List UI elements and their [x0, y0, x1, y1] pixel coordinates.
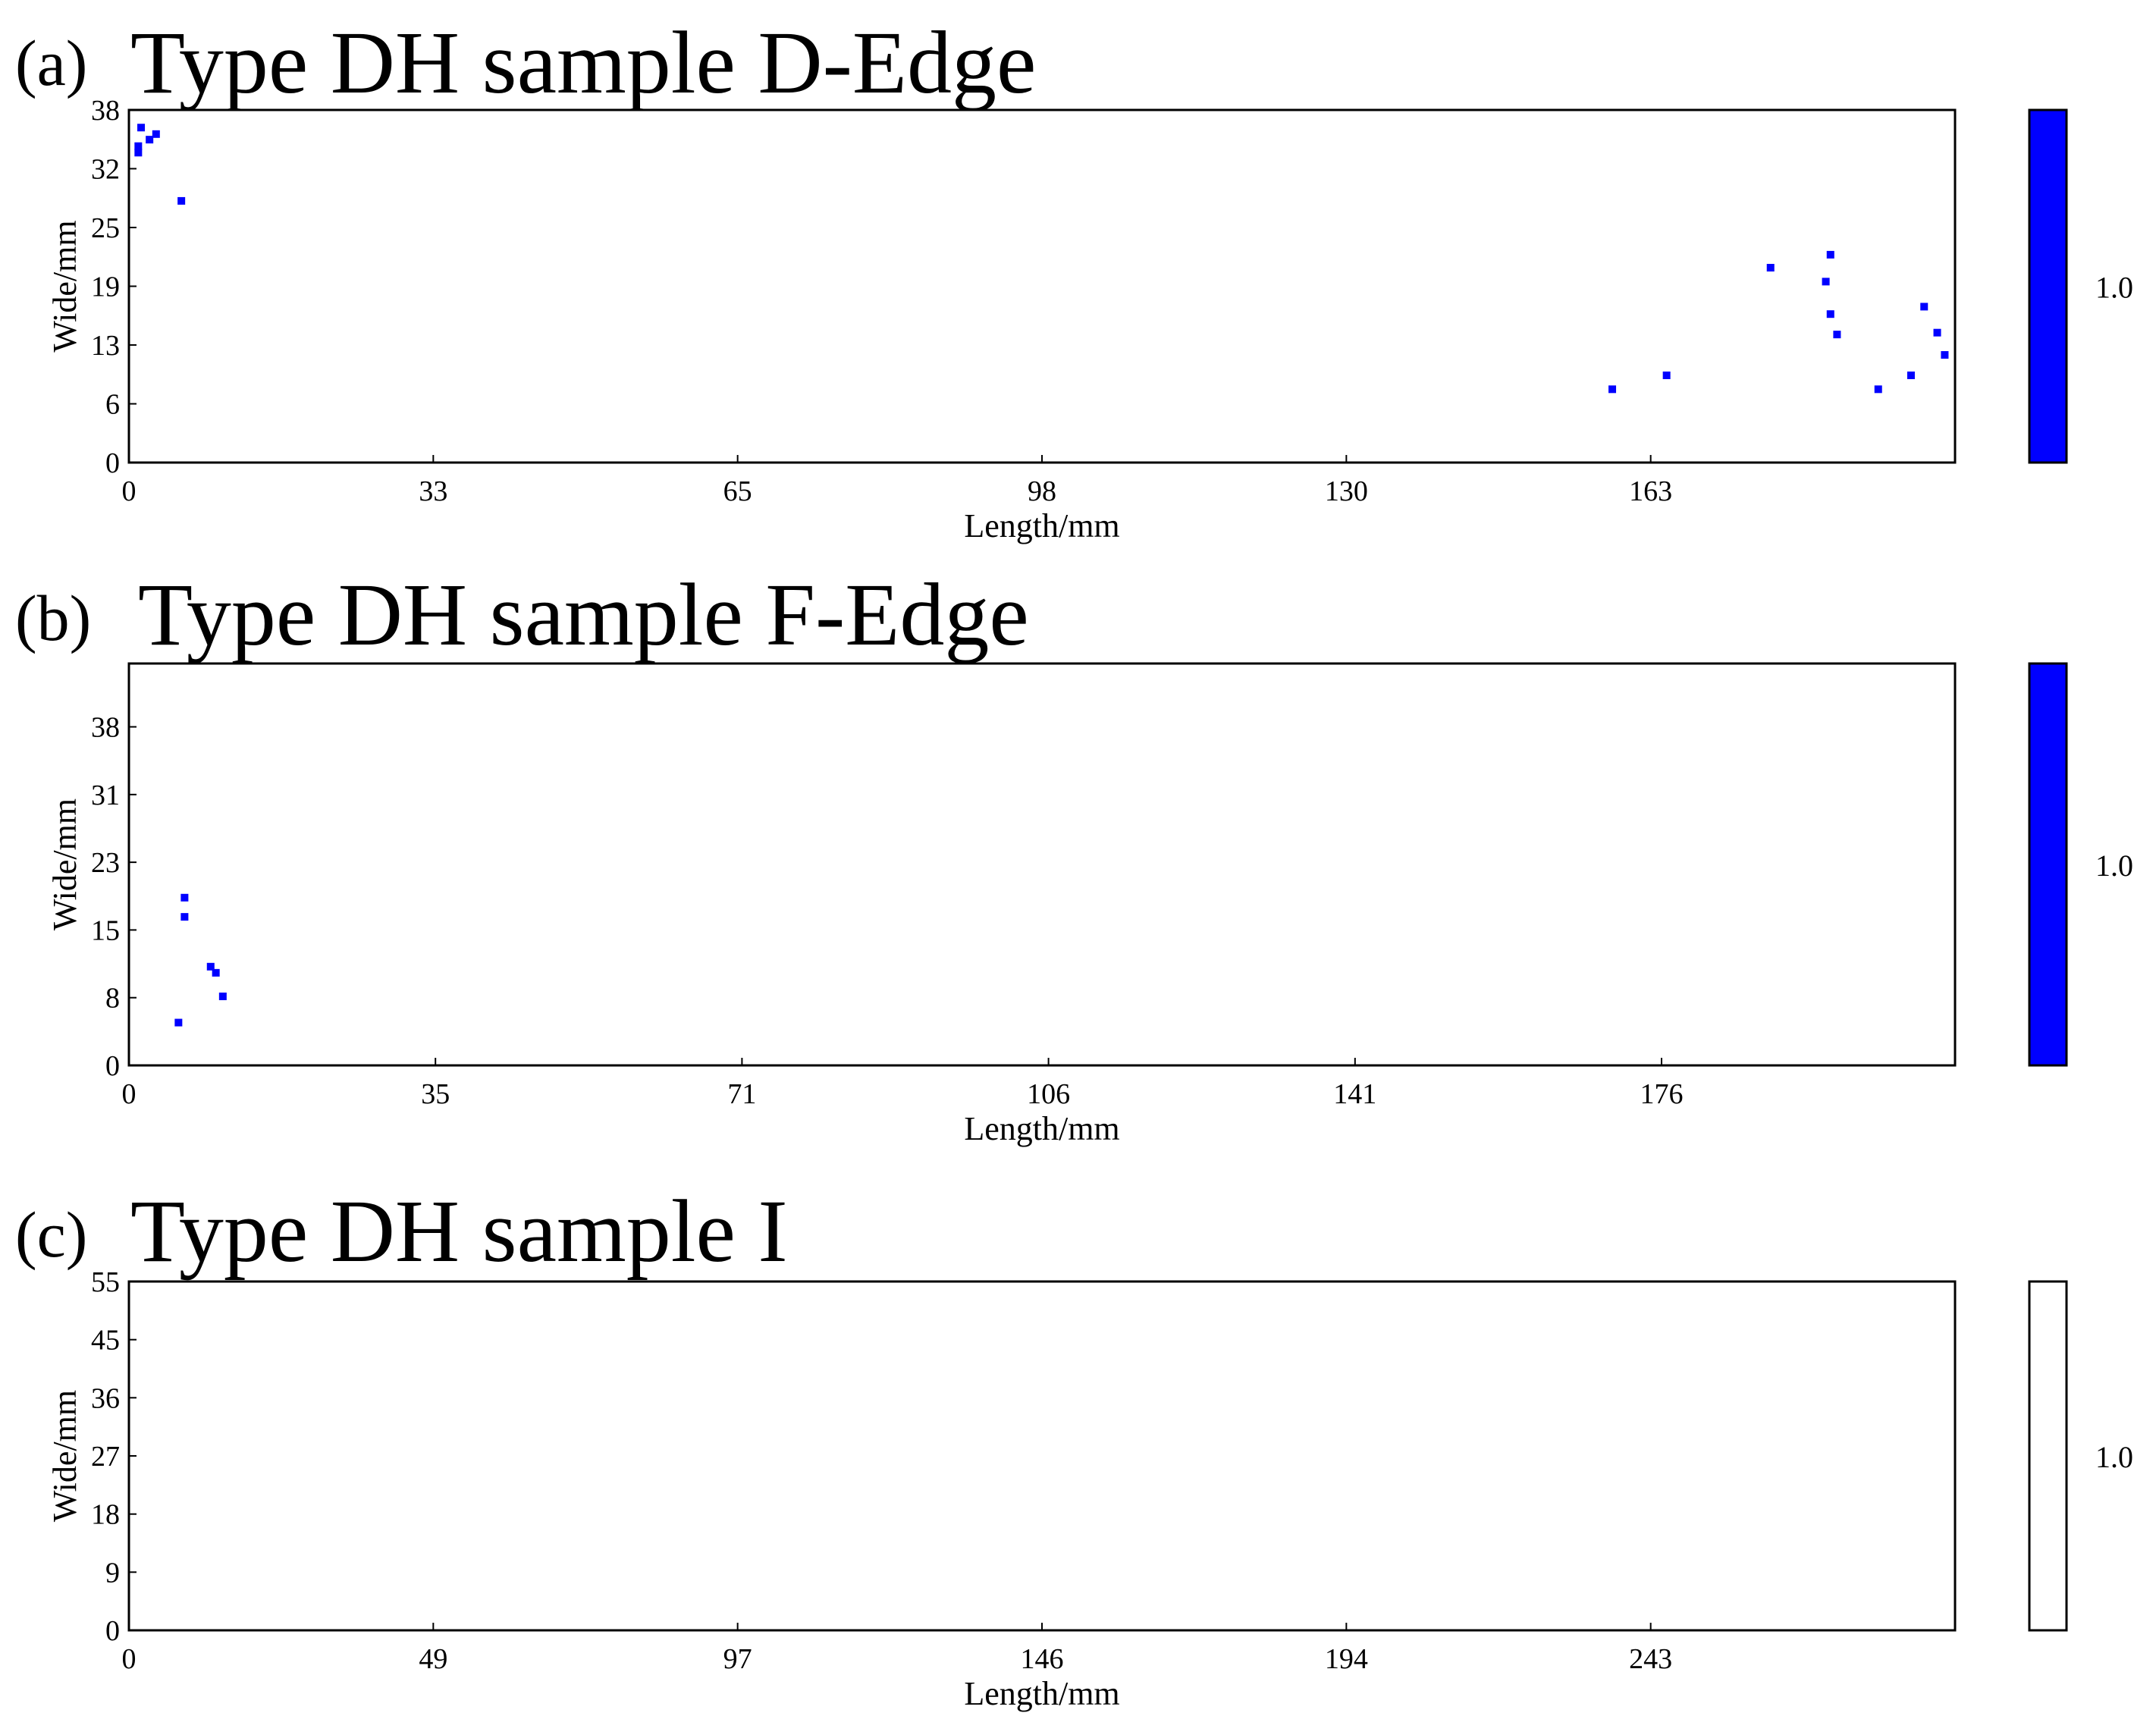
x-tick-label: 163: [1629, 475, 1672, 507]
data-point: [212, 968, 220, 977]
panel-letter-c: (c): [15, 1198, 88, 1271]
x-tick-label: 35: [421, 1078, 450, 1110]
data-point: [137, 124, 146, 132]
data-point: [1766, 264, 1775, 272]
y-axis-label: Wide/mm: [46, 220, 83, 352]
colorbar-tick-label: 1.0: [2095, 1440, 2133, 1474]
panel-letter-a: (a): [15, 27, 88, 99]
data-point: [1608, 385, 1617, 394]
panel-title-b: Type DH sample F-Edge: [138, 565, 1029, 664]
plot-area: [127, 108, 1957, 464]
data-point: [206, 962, 215, 971]
y-tick-label: 8: [105, 983, 120, 1015]
data-point: [146, 136, 154, 144]
data-point: [177, 196, 186, 205]
y-tick-label: 9: [105, 1557, 120, 1589]
y-tick-label: 15: [91, 914, 120, 946]
y-tick-label: 38: [91, 95, 120, 127]
data-point: [1907, 371, 1915, 379]
data-point: [1822, 278, 1830, 286]
y-tick-label: 25: [91, 212, 120, 244]
x-tick-label: 98: [1028, 475, 1056, 507]
y-tick-label: 55: [91, 1266, 120, 1298]
y-tick-label: 0: [105, 447, 120, 479]
colorbar: [2028, 108, 2068, 464]
data-point: [134, 142, 143, 150]
y-tick-label: 36: [91, 1382, 120, 1414]
y-tick-label: 6: [105, 389, 120, 421]
y-tick-label: 0: [105, 1050, 120, 1082]
chart-a: 0 33 65 98 130 163 0 6 13 19 25 32 38 Length/mm Wide/m…: [46, 95, 2133, 544]
colorbar: [2028, 1280, 2068, 1632]
data-point: [1662, 371, 1671, 379]
data-point: [134, 149, 143, 157]
y-axis-label: Wide/mm: [46, 798, 83, 930]
data-point: [1920, 303, 1928, 311]
data-point: [1933, 328, 1941, 337]
x-tick-label: 243: [1629, 1643, 1672, 1675]
y-tick-label: 13: [91, 330, 120, 362]
x-axis-label: Length/mm: [964, 1110, 1119, 1147]
x-tick-label: 0: [122, 1078, 137, 1110]
y-axis-label: Wide/mm: [46, 1390, 83, 1522]
x-tick-label: 106: [1027, 1078, 1070, 1110]
y-tick-label: 23: [91, 847, 120, 879]
chart-b: 0 35 71 106 141 176 0 8 15 23 31 38 Length/mm Wide/mm…: [46, 662, 2133, 1147]
y-tick-label: 38: [91, 712, 120, 744]
data-point: [174, 1018, 183, 1027]
x-tick-label: 71: [727, 1078, 756, 1110]
data-point: [180, 913, 189, 921]
data-point: [1833, 331, 1841, 339]
plot-area: [127, 662, 1957, 1067]
x-axis-label: Length/mm: [964, 507, 1119, 544]
y-tick-label: 32: [91, 153, 120, 185]
x-tick-label: 141: [1333, 1078, 1376, 1110]
colorbar: [2028, 662, 2068, 1067]
data-point: [218, 992, 227, 1000]
x-tick-label: 33: [419, 475, 447, 507]
x-tick-label: 97: [723, 1643, 752, 1675]
data-point: [180, 893, 189, 902]
x-tick-label: 194: [1325, 1643, 1368, 1675]
y-tick-label: 45: [91, 1325, 120, 1357]
plot-area: [127, 1280, 1957, 1632]
x-tick-label: 65: [723, 475, 752, 507]
data-point: [152, 130, 160, 138]
y-tick-label: 19: [91, 271, 120, 303]
panel-letter-b: (b): [15, 582, 92, 654]
x-tick-label: 49: [419, 1643, 447, 1675]
x-tick-label: 0: [122, 1643, 137, 1675]
x-axis-label: Length/mm: [964, 1675, 1119, 1712]
panel-title-c: Type DH sample I: [130, 1181, 788, 1281]
colorbar-tick-label: 1.0: [2095, 849, 2133, 883]
data-point: [1874, 385, 1882, 394]
data-point: [1826, 250, 1834, 259]
panel-title-a: Type DH sample D-Edge: [130, 13, 1037, 112]
data-point: [1826, 310, 1834, 318]
x-tick-label: 130: [1325, 475, 1368, 507]
colorbar-tick-label: 1.0: [2095, 271, 2133, 305]
x-tick-label: 176: [1640, 1078, 1684, 1110]
x-tick-label: 0: [122, 475, 137, 507]
y-tick-label: 0: [105, 1615, 120, 1647]
y-tick-label: 31: [91, 780, 120, 811]
data-point: [1941, 351, 1949, 359]
x-tick-label: 146: [1021, 1643, 1064, 1675]
y-tick-label: 18: [91, 1499, 120, 1531]
y-tick-label: 27: [91, 1441, 120, 1473]
